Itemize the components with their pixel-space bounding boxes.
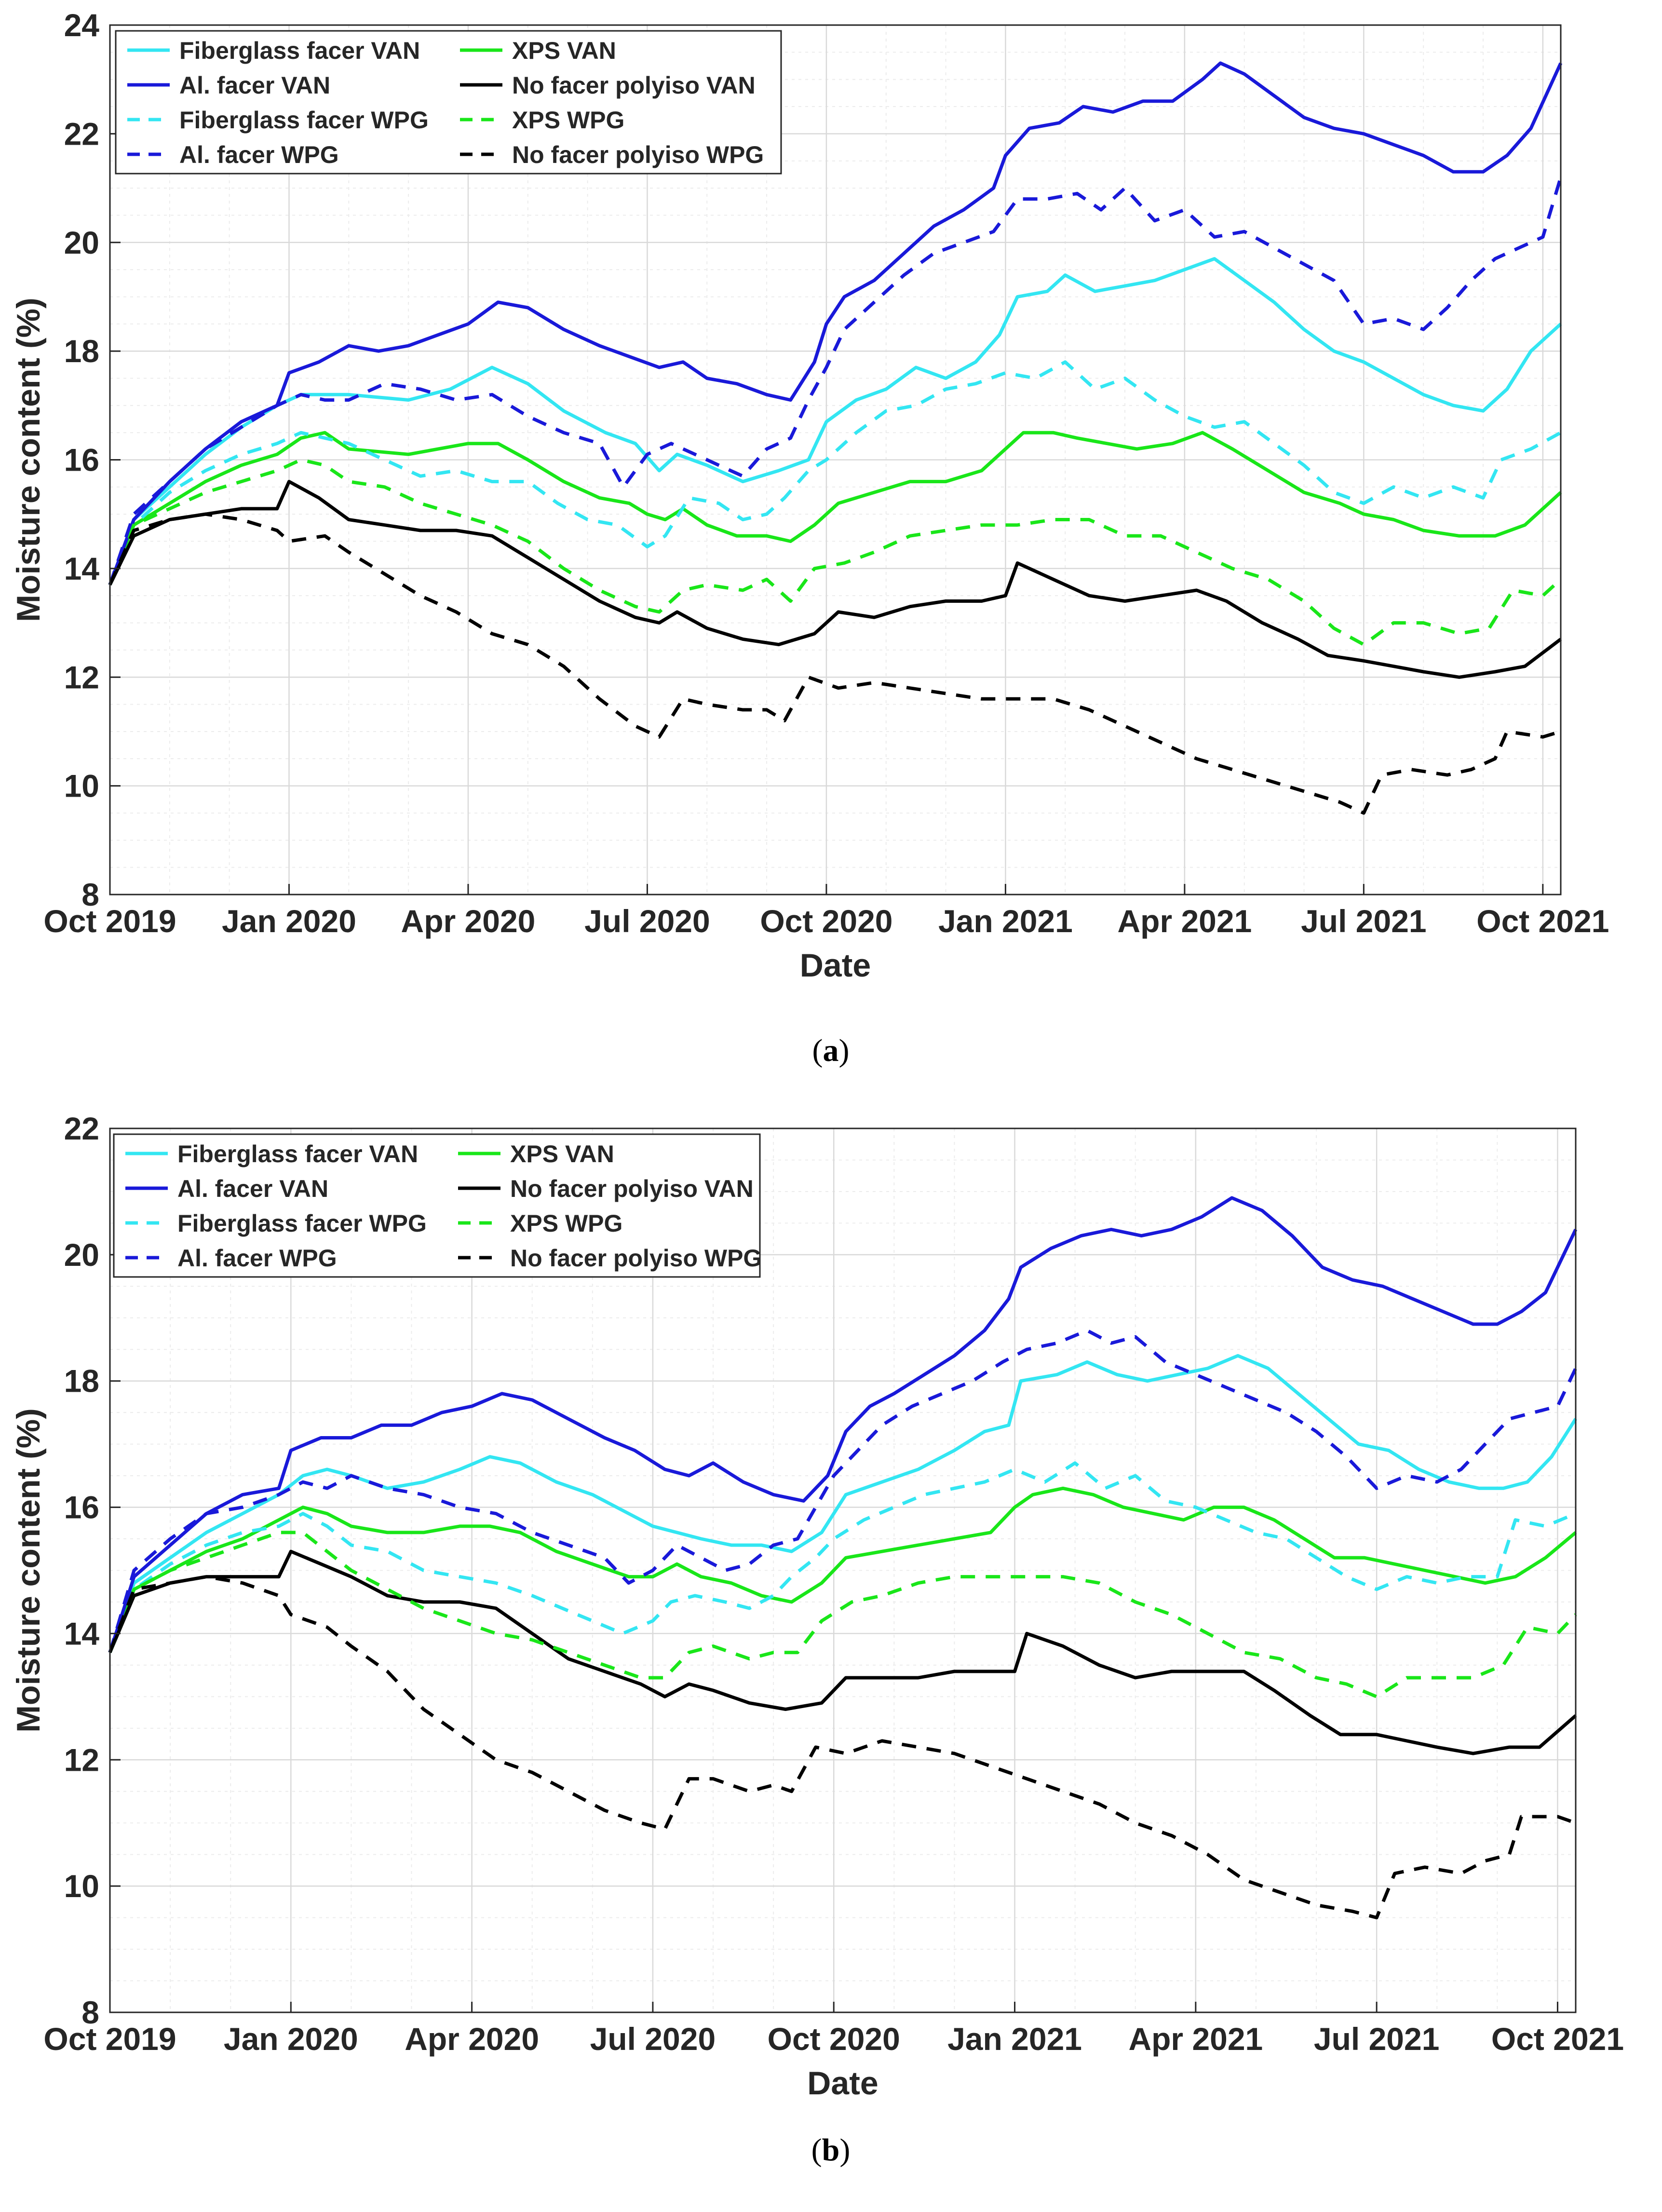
chart-a-series-xps-wpg (108, 458, 1562, 647)
chart-a-ytick-label: 10 (64, 768, 99, 804)
chart-a-xlabel: Date (800, 947, 871, 984)
chart-a-xtick-label: Apr 2020 (401, 903, 536, 939)
chart-b-legend-label-fiberglass-facer-van: Fiberglass facer VAN (177, 1140, 418, 1167)
chart-a-series-fiberglass-facer-van (108, 257, 1562, 585)
chart-a-series-no-facer-polyiso-wpg (108, 512, 1562, 815)
chart-b-axes-box (109, 1127, 1577, 2013)
chart-a-legend-label-xps-van: XPS VAN (512, 37, 616, 64)
chart-b-xtick-label: Jul 2021 (1314, 2021, 1440, 2057)
chart-b-xtick-label: Jul 2020 (590, 2021, 716, 2057)
chart-b-xtick-label: Jan 2021 (947, 2021, 1082, 2057)
chart-a-ytick-label: 12 (64, 659, 99, 695)
chart-b-legend-label-no-facer-polyiso-van: No facer polyiso VAN (510, 1175, 754, 1202)
chart-a-ytick-label: 16 (64, 442, 99, 478)
chart-b-series-fiberglass-facer-wpg (108, 1461, 1577, 1653)
chart-b-legend-label-al-facer-van: Al. facer VAN (177, 1175, 328, 1202)
chart-a-ytick-label: 18 (64, 333, 99, 369)
chart-b-series-no-facer-polyiso-van (108, 1549, 1577, 1755)
chart-a-xtick-label: Oct 2019 (43, 903, 176, 939)
chart-a-ytick-label: 8 (81, 877, 99, 912)
chart-a-caption: (a) (812, 1033, 850, 1068)
chart-b-ytick-label: 22 (64, 1111, 99, 1146)
chart-b-legend-label-al-facer-wpg: Al. facer WPG (177, 1245, 337, 1272)
chart-b-ytick-label: 14 (64, 1615, 100, 1651)
chart-b-caption-letter: b (822, 2132, 840, 2168)
chart-a-legend-label-al-facer-van: Al. facer VAN (179, 72, 330, 99)
chart-b-series-al-facer-wpg (108, 1329, 1578, 1653)
chart-a-xtick-label: Jul 2021 (1301, 903, 1427, 939)
chart-b-xtick-label: Oct 2021 (1491, 2021, 1624, 2057)
chart-a-legend-label-xps-wpg: XPS WPG (512, 107, 624, 134)
chart-a-xtick-label: Oct 2021 (1476, 903, 1609, 939)
chart-b-series-group (108, 1196, 1578, 1920)
chart-b-xtick-label: Apr 2021 (1128, 2021, 1263, 2057)
chart-b-ytick-label: 8 (81, 1995, 99, 2030)
chart-a-xtick-label: Jul 2020 (584, 903, 710, 939)
chart-b-ytick-label: 20 (64, 1237, 99, 1273)
chart-a-series-xps-van (108, 431, 1562, 585)
chart-a-legend: Fiberglass facer VAN XPS VAN Al. facer VAN… (115, 30, 782, 175)
chart-a-ytick-label: 24 (64, 7, 100, 43)
chart-a: 8 10 12 14 16 18 20 22 24 Oct 2019 Jan 2020 Apr 202… (10, 7, 1609, 1068)
chart-b-ytick-label: 18 (64, 1363, 99, 1399)
chart-b-series-xps-wpg (108, 1531, 1577, 1698)
chart-a-legend-label-no-facer-polyiso-wpg: No facer polyiso WPG (512, 141, 764, 168)
chart-b-ytick-label: 10 (64, 1868, 99, 1904)
chart-a-ytick-label: 22 (64, 116, 99, 151)
chart-b-caption: (b) (811, 2132, 851, 2168)
chart-b-legend-label-fiberglass-facer-wpg: Fiberglass facer WPG (177, 1210, 427, 1237)
chart-a-ytick-label: 14 (64, 551, 100, 586)
chart-a-caption-letter: a (823, 1033, 839, 1068)
chart-b-xtick-label: Oct 2020 (768, 2021, 900, 2057)
chart-a-ticks: 8 10 12 14 16 18 20 22 24 Oct 2019 Jan 2020 Apr 202… (43, 7, 1609, 939)
chart-a-legend-label-al-facer-wpg: Al. facer WPG (179, 141, 339, 168)
chart-b: 8 10 12 14 16 18 20 22 Oct 2019 Jan 2020 Apr 2020 J… (10, 1111, 1624, 2168)
chart-a-ylabel: Moisture content (%) (10, 298, 47, 622)
chart-a-xtick-label: Jan 2021 (938, 903, 1073, 939)
chart-a-xtick-label: Jan 2020 (222, 903, 356, 939)
chart-b-ylabel: Moisture content (%) (10, 1408, 47, 1732)
chart-a-xtick-label: Oct 2020 (760, 903, 892, 939)
chart-b-legend-label-xps-van: XPS VAN (510, 1140, 614, 1167)
chart-a-series-al-facer-wpg (108, 176, 1563, 585)
chart-b-ytick-label: 12 (64, 1742, 99, 1778)
chart-panel-a: 8 10 12 14 16 18 20 22 24 Oct 2019 Jan 2020 Apr 202… (0, 0, 1662, 1104)
chart-a-series-group (108, 61, 1563, 815)
chart-b-ticks: 8 10 12 14 16 18 20 22 Oct 2019 Jan 2020 Apr 2020 J… (43, 1111, 1624, 2057)
chart-a-xtick-label: Apr 2021 (1117, 903, 1252, 939)
chart-b-series-xps-van (108, 1486, 1577, 1653)
chart-a-series-no-facer-polyiso-van (108, 480, 1562, 679)
chart-b-xlabel: Date (807, 2065, 878, 2102)
chart-b-legend-box (113, 1133, 761, 1278)
chart-b-legend-label-no-facer-polyiso-wpg: No facer polyiso WPG (510, 1245, 762, 1272)
chart-a-ytick-label: 20 (64, 225, 99, 260)
chart-b-xtick-label: Apr 2020 (405, 2021, 539, 2057)
chart-b-series-no-facer-polyiso-wpg (108, 1575, 1577, 1920)
chart-a-legend-label-no-facer-polyiso-van: No facer polyiso VAN (512, 72, 756, 99)
chart-b-xtick-label: Jan 2020 (224, 2021, 358, 2057)
chart-a-legend-box (115, 30, 782, 175)
chart-a-legend-label-fiberglass-facer-van: Fiberglass facer VAN (179, 37, 420, 64)
chart-a-series-al-facer-van (108, 61, 1563, 585)
chart-b-xtick-label: Oct 2019 (43, 2021, 176, 2057)
chart-b-legend: Fiberglass facer VAN XPS VAN Al. facer VAN… (113, 1133, 762, 1278)
chart-a-legend-label-fiberglass-facer-wpg: Fiberglass facer WPG (179, 107, 429, 134)
chart-panel-b: 8 10 12 14 16 18 20 22 Oct 2019 Jan 2020 Apr 2020 J… (0, 1104, 1662, 2210)
chart-b-series-al-facer-van (108, 1196, 1578, 1653)
chart-a-series-fiberglass-facer-wpg (108, 360, 1562, 585)
chart-b-legend-label-xps-wpg: XPS WPG (510, 1210, 622, 1237)
chart-b-ytick-label: 16 (64, 1490, 99, 1525)
